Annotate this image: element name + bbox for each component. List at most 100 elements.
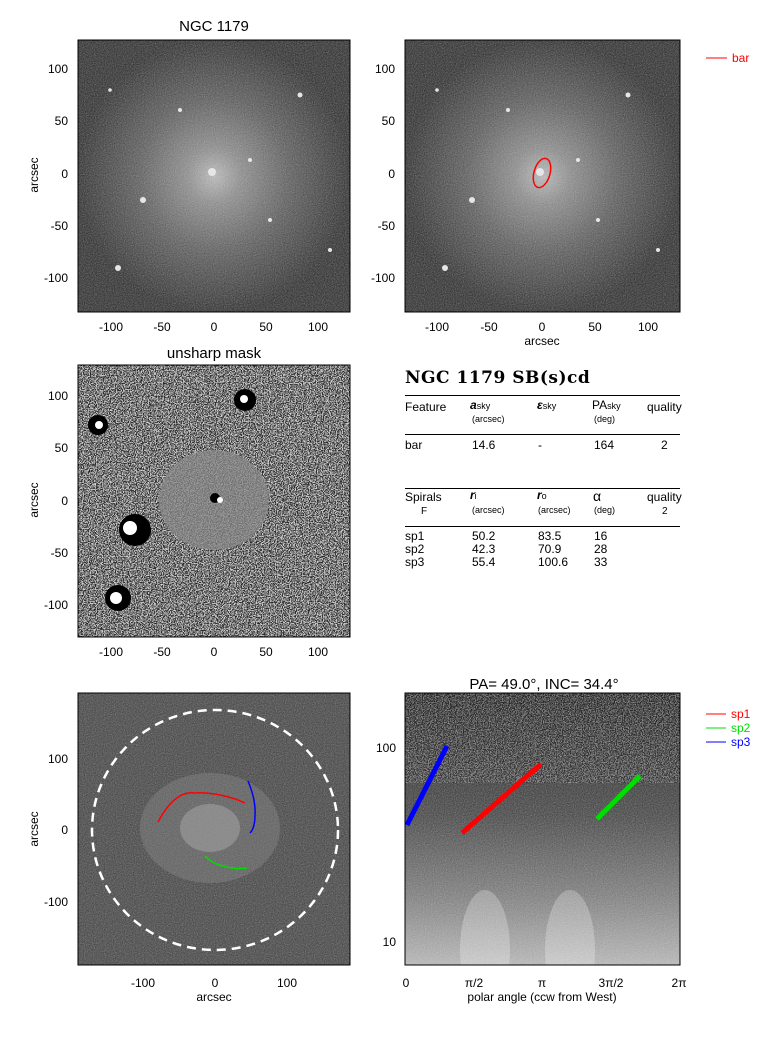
x-tick-label: 0 xyxy=(211,645,218,659)
header-ri-unit: (arcsec) xyxy=(472,505,505,515)
x-tick-label: -50 xyxy=(153,320,171,334)
bar-row-a: 14.6 xyxy=(472,438,496,452)
spiral-row-ri: 55.4 xyxy=(472,555,496,569)
x-tick-label: 100 xyxy=(638,320,658,334)
spiral-arms-panel xyxy=(77,692,351,966)
x-tick-label: 0 xyxy=(403,976,410,990)
header-alpha: α xyxy=(593,488,602,504)
x-tick-label: π/2 xyxy=(465,976,484,990)
y-tick-label: 50 xyxy=(382,114,396,128)
spiral-row-name: sp2 xyxy=(405,542,425,556)
spiral-arm-sp1 xyxy=(157,792,246,823)
x-tick-labels: 0 π/2 π 3π/2 2π xyxy=(403,976,687,990)
header-pa-unit: (deg) xyxy=(594,414,616,424)
header-ri: ri xyxy=(470,488,477,502)
legend-sp3: sp3 xyxy=(731,735,751,749)
unsharp-mask-panel xyxy=(77,364,351,638)
y-axis-label: arcsec xyxy=(27,811,41,846)
y-tick-labels: 100 50 0 -50 -100 xyxy=(371,62,395,285)
legend-bar-label: bar xyxy=(732,51,749,65)
y-tick-label: 100 xyxy=(375,62,395,76)
bar-row-eps: - xyxy=(538,438,542,452)
y-tick-label: -100 xyxy=(44,271,68,285)
x-tick-label: 2π xyxy=(672,976,687,990)
spiral-row-ro: 83.5 xyxy=(538,529,562,543)
outer-radius-ellipse xyxy=(90,708,340,952)
y-tick-label: -50 xyxy=(51,546,69,560)
galaxy-image-panel xyxy=(77,39,351,313)
y-tick-label: 50 xyxy=(55,114,69,128)
spiral-row-ri: 42.3 xyxy=(472,542,496,556)
y-tick-label: 100 xyxy=(48,752,68,766)
spiral-row-alpha: 28 xyxy=(594,542,608,556)
header-feature: Feature xyxy=(405,400,447,414)
header-ro-unit: (arcsec) xyxy=(538,505,571,515)
bar-row-quality: 2 xyxy=(661,438,668,452)
x-axis-label: arcsec xyxy=(196,990,231,1004)
x-tick-label: -100 xyxy=(99,320,123,334)
spiral-legend: sp1 sp2 sp3 xyxy=(706,707,751,749)
y-tick-label: -100 xyxy=(44,598,68,612)
bar-row-name: bar xyxy=(405,438,423,452)
x-tick-label: 100 xyxy=(277,976,297,990)
spiral-row-ro: 70.9 xyxy=(538,542,562,556)
x-tick-label: -50 xyxy=(480,320,498,334)
y-tick-label: -50 xyxy=(51,219,69,233)
x-tick-label: 50 xyxy=(259,645,273,659)
x-tick-label: -50 xyxy=(153,645,171,659)
x-tick-label: 3π/2 xyxy=(599,976,624,990)
header-eps-sky: εsky xyxy=(537,398,557,412)
spiral-fit-sp2 xyxy=(595,774,642,821)
header-pa-sky: PAsky xyxy=(592,398,621,412)
y-tick-label: -100 xyxy=(371,271,395,285)
y-tick-label: 0 xyxy=(61,494,68,508)
y-axis-label: arcsec xyxy=(27,482,41,517)
y-tick-label: -50 xyxy=(378,219,396,233)
x-tick-label: 100 xyxy=(308,320,328,334)
x-tick-labels: -100 -50 0 50 100 xyxy=(99,320,328,334)
spirals-header-f: F xyxy=(421,506,428,517)
x-tick-label: -100 xyxy=(99,645,123,659)
y-tick-labels: 100 50 0 -50 -100 xyxy=(44,389,68,612)
header-ro: ro xyxy=(537,488,547,502)
spiral-row-name: sp3 xyxy=(405,555,425,569)
spiral-row-alpha: 33 xyxy=(594,555,608,569)
x-tick-label: 0 xyxy=(212,976,219,990)
header-alpha-unit: (deg) xyxy=(594,505,616,515)
spirals-header-quality-value: 2 xyxy=(662,506,668,517)
y-axis-label: arcsec xyxy=(27,157,41,192)
legend-sp2: sp2 xyxy=(731,721,751,735)
spiral-fit-sp3 xyxy=(405,744,450,827)
panel-title-unsharp-mask: unsharp mask xyxy=(167,345,262,362)
table-title: NGC 1179 SB(s)cd xyxy=(405,368,591,388)
spirals-header-quality: quality xyxy=(647,490,682,504)
x-tick-label: -100 xyxy=(131,976,155,990)
x-axis-label: arcsec xyxy=(524,334,559,348)
header-quality: quality xyxy=(647,400,682,414)
y-tick-label: 50 xyxy=(55,441,69,455)
spiral-row-ri: 50.2 xyxy=(472,529,496,543)
y-tick-label: 100 xyxy=(48,62,68,76)
spiral-arm-sp3 xyxy=(247,780,256,834)
header-a-unit: (arcsec) xyxy=(472,414,505,424)
spiral-row-ro: 100.6 xyxy=(538,555,569,569)
y-tick-labels: 100 0 -100 xyxy=(44,752,68,909)
y-tick-label: 100 xyxy=(48,389,68,403)
y-tick-label: 10 xyxy=(383,935,397,949)
bar-row-pa: 164 xyxy=(594,438,615,452)
panel-title-ngc1179: NGC 1179 xyxy=(179,18,249,35)
y-tick-labels: 100 50 0 -50 -100 xyxy=(44,62,68,285)
bar-ellipse xyxy=(532,157,552,189)
x-tick-label: 50 xyxy=(259,320,273,334)
y-tick-labels: 100 10 xyxy=(376,741,396,949)
spiral-row-name: sp1 xyxy=(405,529,425,543)
y-tick-label: 0 xyxy=(388,167,395,181)
x-tick-label: 100 xyxy=(308,645,328,659)
spiral-arm-sp2 xyxy=(204,855,248,870)
spiral-row-alpha: 16 xyxy=(594,529,608,543)
y-tick-label: -100 xyxy=(44,895,68,909)
header-a-sky: asky xyxy=(470,398,491,412)
bar-ellipse-panel xyxy=(404,39,681,313)
x-tick-label: 0 xyxy=(211,320,218,334)
x-tick-label: π xyxy=(538,976,546,990)
